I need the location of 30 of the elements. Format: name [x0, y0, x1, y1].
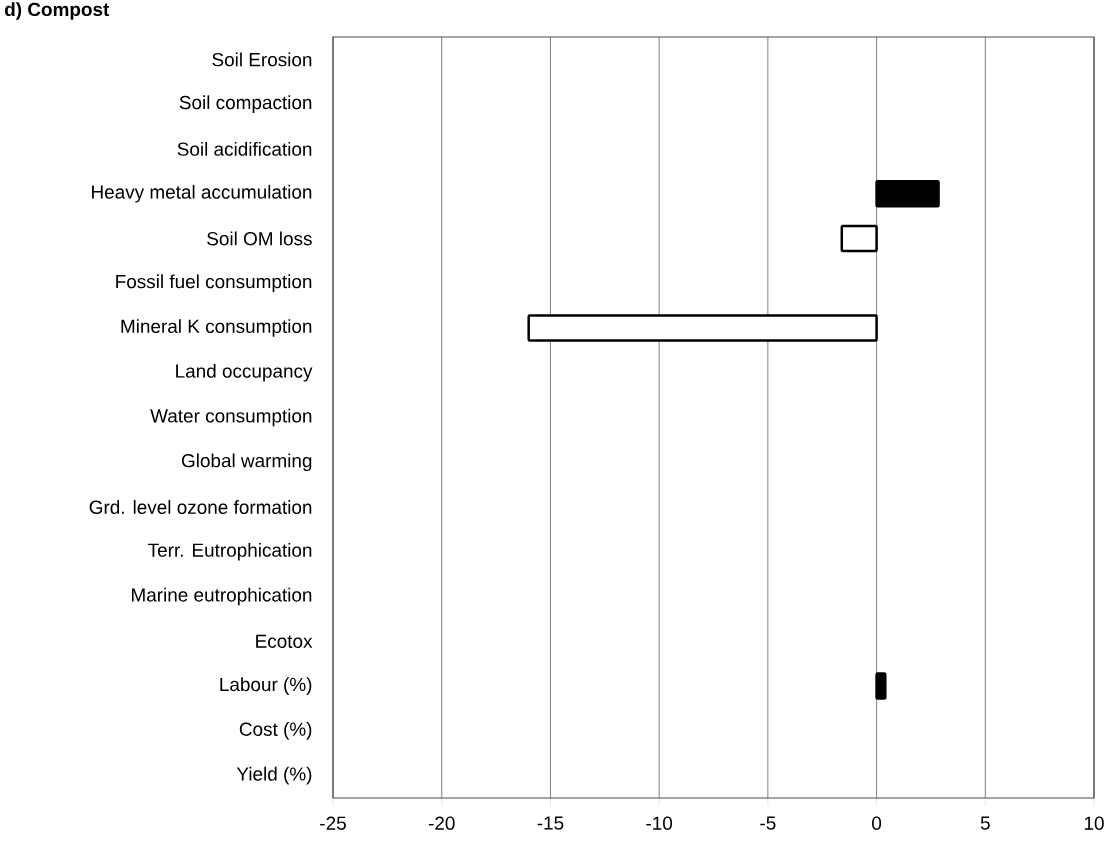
y-tick-label: Mineral K consumption: [121, 319, 312, 337]
y-tick-label: Fossil fuel consumption: [116, 274, 312, 293]
y-tick-label: Soil acidification: [177, 141, 312, 156]
y-tick-label: Soil Erosion: [212, 52, 312, 67]
y-tick-label: Cost (%): [239, 722, 312, 740]
x-tick-label: -25: [320, 816, 346, 830]
y-tick-label: Terr. Eutrophication: [148, 542, 312, 561]
y-tick-label: Water consumption: [150, 408, 312, 427]
y-tick-label: Grd. level ozone formation: [89, 500, 312, 514]
bar: [527, 314, 878, 342]
y-tick-label: Soil compaction: [179, 95, 312, 113]
x-tick-label: -15: [537, 816, 564, 830]
text: d) Compost: [4, 2, 110, 20]
x-tick-label: -20: [428, 816, 455, 830]
x-tick-label: 10: [1084, 816, 1104, 830]
bar: [875, 179, 940, 208]
x-tick-label: -10: [646, 816, 673, 830]
y-tick-label: Heavy metal accumulation: [92, 184, 312, 203]
x-tick-label: -5: [760, 816, 776, 830]
y-tick-label: Soil OM loss: [207, 231, 312, 246]
y-tick-label: Ecotox: [256, 634, 313, 648]
y-tick-label: Labour (%): [220, 677, 312, 695]
y-tick-label: Global warming: [181, 453, 312, 472]
bar: [875, 672, 887, 700]
x-tick-label: 0: [872, 816, 882, 830]
y-tick-label: Land occupancy: [176, 363, 313, 382]
bar: [840, 224, 878, 253]
y-tick-label: Marine eutrophication: [132, 587, 312, 606]
x-tick-label: 5: [980, 816, 990, 830]
y-tick-label: Yield (%): [236, 766, 312, 785]
